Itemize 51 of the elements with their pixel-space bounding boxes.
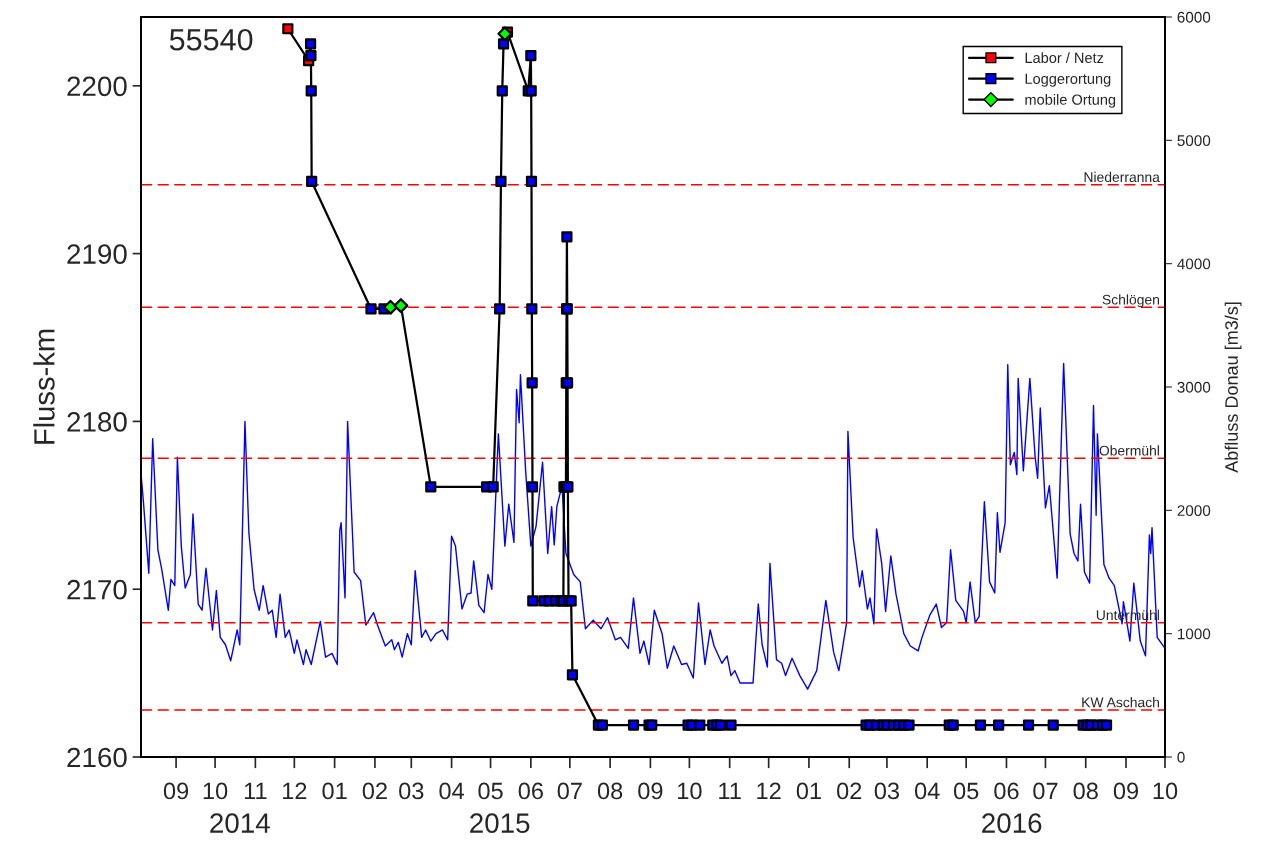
x-tick-label: 10 [678, 782, 702, 800]
y-tick-label: 2190 [67, 244, 127, 264]
x-tick-label: 06 [518, 782, 543, 800]
x-tick-label: 08 [597, 782, 623, 800]
x-tick-label: 01 [796, 782, 821, 800]
y2-tick-label: 1000 [1177, 628, 1211, 640]
x-tick-label: 04 [439, 782, 465, 800]
x-tick-label: 12 [757, 782, 781, 800]
x-tick-label: 10 [203, 782, 228, 800]
x-tick-label: 09 [638, 782, 663, 800]
x-tick-label: 10 [1153, 782, 1178, 800]
ref-line-label: Niederranna [1084, 171, 1160, 183]
x-tick-label: 08 [1073, 782, 1098, 800]
x-tick-label: 03 [874, 782, 899, 800]
ref-line-label: KW Aschach [1082, 697, 1159, 708]
y2-tick-label: 5000 [1177, 135, 1211, 147]
legend-label: Loggerortung [1025, 73, 1111, 87]
legend-label: Labor / Netz [1025, 52, 1104, 64]
x2-tick-label: 2014 [210, 813, 270, 833]
x-tick-label: 02 [837, 782, 862, 800]
y-axis-title: Fluss-km [33, 329, 55, 444]
x-tick-label: 07 [1033, 782, 1058, 800]
x-tick-label: 09 [163, 782, 189, 800]
y-tick-label: 2180 [67, 412, 127, 432]
x-tick-label: 09 [1113, 782, 1139, 800]
x-tick-label: 11 [244, 782, 267, 800]
legend-label: mobile Ortung [1025, 94, 1116, 108]
y2-tick-label: 0 [1177, 751, 1185, 763]
x2-tick-label: 2015 [470, 813, 530, 833]
x-tick-label: 01 [322, 782, 347, 800]
ref-line-label: Schlögen [1102, 294, 1159, 308]
x-tick-label: 11 [719, 782, 741, 800]
x-tick-label: 12 [283, 782, 307, 800]
y2-axis-title: Abfluss Donau [m3/s] [1224, 302, 1242, 473]
y2-tick-label: 3000 [1177, 381, 1211, 393]
y2-tick-label: 4000 [1177, 258, 1211, 270]
x-tick-label: 04 [914, 782, 940, 800]
x-tick-label: 03 [399, 782, 424, 800]
x2-tick-label: 2016 [982, 813, 1042, 833]
y-tick-label: 2160 [67, 747, 127, 768]
ref-line-label: Obermühl [1099, 445, 1159, 456]
y-tick-label: 2200 [67, 76, 127, 97]
y2-tick-label: 2000 [1177, 505, 1211, 517]
x-tick-label: 07 [557, 782, 582, 800]
annotation: 55540 [169, 28, 253, 51]
y-tick-label: 2170 [67, 579, 127, 600]
x-tick-label: 05 [953, 782, 979, 800]
x-tick-label: 02 [362, 782, 387, 800]
y2-tick-label: 6000 [1177, 11, 1211, 23]
x-tick-label: 05 [478, 782, 503, 800]
x-tick-label: 06 [994, 782, 1019, 800]
